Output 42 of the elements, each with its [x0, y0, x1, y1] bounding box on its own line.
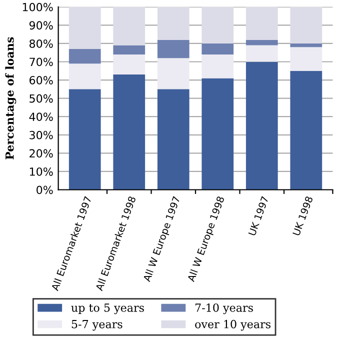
bar [202, 54, 234, 78]
y-axis-title: Percentage of loans [5, 37, 16, 160]
y-tick-label: 10% [30, 167, 53, 176]
legend-label: 5-7 years [72, 320, 122, 331]
x-tick-label: UK 1997 [248, 196, 269, 236]
bar [202, 43, 234, 54]
bar [246, 62, 278, 190]
y-tick-label: 80% [30, 39, 53, 48]
y-tick-label: 50% [30, 94, 53, 103]
x-tick-label: UK 1998 [292, 196, 313, 236]
y-tick-label: 30% [30, 130, 53, 140]
bar [157, 89, 190, 190]
bar [246, 40, 278, 46]
legend-label: over 10 years [195, 320, 271, 331]
y-tick-label: 0% [36, 186, 53, 194]
y-tick-label: 100% [22, 2, 53, 12]
bar [290, 43, 322, 48]
bar [290, 70, 322, 190]
bar [113, 6, 146, 46]
y-tick-label: 20% [30, 149, 53, 158]
bar [113, 54, 146, 75]
bar [290, 47, 322, 71]
bar [68, 48, 101, 64]
bar [202, 6, 234, 44]
bar [68, 6, 101, 49]
legend-label: 7-10 years [195, 303, 253, 314]
y-tick-label: 70% [30, 58, 53, 66]
bar [68, 64, 101, 90]
bar [246, 45, 278, 62]
bar [113, 45, 146, 54]
bar [290, 6, 322, 44]
bar [113, 74, 146, 190]
y-tick-label: 90% [29, 21, 53, 30]
bar [157, 6, 190, 40]
y-tick-label: 60% [30, 76, 53, 84]
bar [246, 6, 278, 40]
legend-label: up to 5 years [71, 304, 144, 314]
bar [202, 78, 234, 190]
bar [68, 89, 101, 190]
y-tick-label: 40% [29, 112, 53, 121]
bar [157, 40, 190, 58]
bar [157, 58, 190, 90]
